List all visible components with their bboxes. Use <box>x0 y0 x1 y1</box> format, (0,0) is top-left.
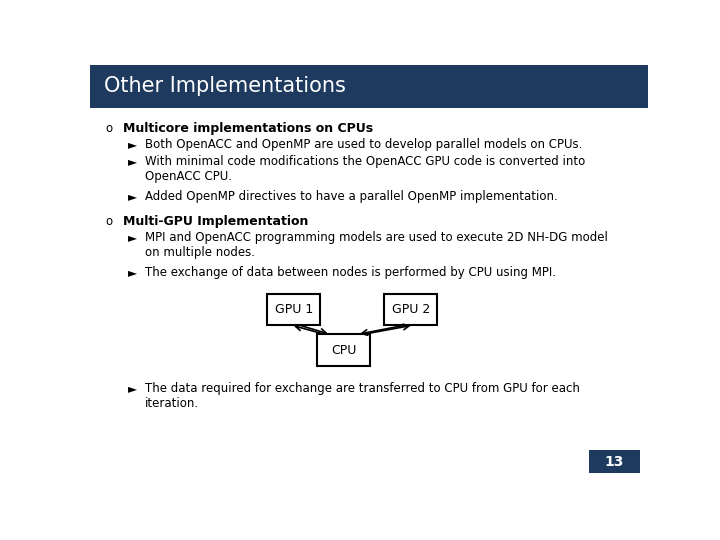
Text: Both OpenACC and OpenMP are used to develop parallel models on CPUs.: Both OpenACC and OpenMP are used to deve… <box>145 138 582 151</box>
Text: o: o <box>106 215 113 228</box>
Text: The exchange of data between nodes is performed by CPU using MPI.: The exchange of data between nodes is pe… <box>145 266 556 279</box>
Text: o: o <box>106 122 113 135</box>
Bar <box>590 450 639 473</box>
Text: GPU 1: GPU 1 <box>274 303 312 316</box>
Text: Multi-GPU Implementation: Multi-GPU Implementation <box>124 215 309 228</box>
Text: CPU: CPU <box>331 343 356 356</box>
Text: GPU 2: GPU 2 <box>392 303 430 316</box>
Text: MPI and OpenACC programming models are used to execute 2D NH-DG model
on multipl: MPI and OpenACC programming models are u… <box>145 231 608 259</box>
Text: The data required for exchange are transferred to CPU from GPU for each
iteratio: The data required for exchange are trans… <box>145 382 580 410</box>
Bar <box>384 294 437 325</box>
Text: ►: ► <box>128 138 137 151</box>
Text: ►: ► <box>128 382 137 395</box>
Bar <box>318 334 370 366</box>
Text: ►: ► <box>128 156 137 168</box>
Text: ►: ► <box>128 266 137 279</box>
Text: Multicore implementations on CPUs: Multicore implementations on CPUs <box>124 122 374 135</box>
Bar <box>90 65 648 109</box>
Bar <box>267 294 320 325</box>
Text: Added OpenMP directives to have a parallel OpenMP implementation.: Added OpenMP directives to have a parall… <box>145 191 557 204</box>
Text: ►: ► <box>128 231 137 244</box>
Text: ►: ► <box>128 191 137 204</box>
Text: 13: 13 <box>605 455 624 469</box>
Text: Other Implementations: Other Implementations <box>104 77 346 97</box>
Text: With minimal code modifications the OpenACC GPU code is converted into
OpenACC C: With minimal code modifications the Open… <box>145 156 585 184</box>
